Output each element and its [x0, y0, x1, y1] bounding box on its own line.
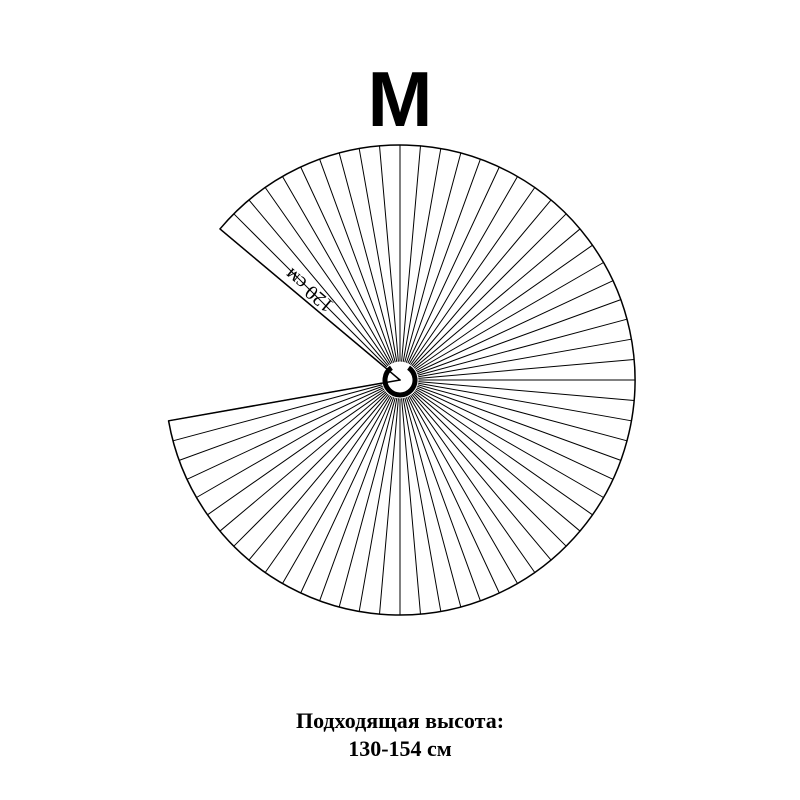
fan-diagram: 120 см — [0, 0, 800, 800]
footer-text: Подходящая высота: 130-154 см — [0, 707, 800, 762]
footer-line-1: Подходящая высота: — [296, 708, 504, 733]
footer-line-2: 130-154 см — [348, 736, 452, 761]
figure-container: M 120 см Подходящая высота: 130-154 см — [0, 0, 800, 800]
